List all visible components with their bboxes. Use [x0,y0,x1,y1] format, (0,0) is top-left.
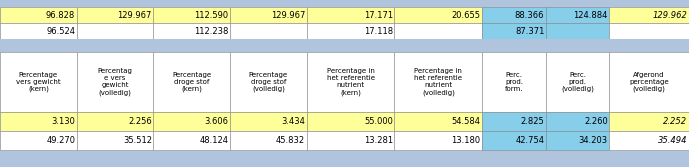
Bar [76,52,154,112]
Text: 112.238: 112.238 [194,27,229,36]
Bar [76,131,154,150]
Bar [546,112,609,131]
Bar [0,52,76,112]
Bar [154,131,230,150]
Text: 129.967: 129.967 [117,11,152,20]
Text: Percentage in
het referentie
nutrient
(kern): Percentage in het referentie nutrient (k… [327,68,375,96]
Text: Percentage
droge stof
(volledig): Percentage droge stof (volledig) [249,72,288,92]
Bar [609,23,689,39]
Bar [482,23,546,39]
Bar [546,52,609,112]
Bar [154,23,230,39]
Text: 124.884: 124.884 [573,11,608,20]
Text: 17.118: 17.118 [364,27,393,36]
Text: 112.590: 112.590 [194,11,229,20]
Text: 17.171: 17.171 [364,11,393,20]
Text: 35.512: 35.512 [123,136,152,145]
Bar [609,131,689,150]
Bar [76,112,154,131]
Text: 2.260: 2.260 [584,117,608,126]
Text: 96.828: 96.828 [46,11,75,20]
Bar [482,131,546,150]
Text: 87.371: 87.371 [515,27,544,36]
Text: 49.270: 49.270 [46,136,75,145]
Bar [154,7,230,23]
Text: Percentage
vers gewicht
(kern): Percentage vers gewicht (kern) [16,72,61,92]
Bar [230,52,307,112]
Bar [0,112,76,131]
Bar [307,23,394,39]
Text: 13.281: 13.281 [364,136,393,145]
Bar [307,131,394,150]
Bar [609,112,689,131]
Bar [394,52,482,112]
Bar [0,131,76,150]
Text: 3.606: 3.606 [205,117,229,126]
Text: 3.130: 3.130 [51,117,75,126]
Bar [394,112,482,131]
Text: 3.434: 3.434 [281,117,305,126]
Text: 45.832: 45.832 [276,136,305,145]
Bar [546,7,609,23]
Bar [307,7,394,23]
Bar [230,7,307,23]
Bar [394,23,482,39]
Text: 129.962: 129.962 [652,11,688,20]
Text: 13.180: 13.180 [451,136,481,145]
Text: Perc.
prod.
(volledig): Perc. prod. (volledig) [561,72,594,92]
Text: 35.494: 35.494 [658,136,688,145]
Text: 96.524: 96.524 [46,27,75,36]
Text: Afgerond
percentage
(volledig): Afgerond percentage (volledig) [629,72,669,92]
Bar [482,52,546,112]
Bar [482,112,546,131]
Bar [482,7,546,23]
Bar [76,23,154,39]
Text: 42.754: 42.754 [515,136,544,145]
Text: Perc.
prod.
form.: Perc. prod. form. [505,72,523,92]
Bar [546,23,609,39]
Text: 34.203: 34.203 [579,136,608,145]
Text: 129.967: 129.967 [271,11,305,20]
Text: 48.124: 48.124 [200,136,229,145]
Bar [394,131,482,150]
Bar [609,7,689,23]
Text: 54.584: 54.584 [452,117,481,126]
Bar [394,7,482,23]
Text: Percentag
e vers
gewicht
(volledig): Percentag e vers gewicht (volledig) [98,68,132,96]
Text: 2.252: 2.252 [664,117,688,126]
Bar [307,52,394,112]
Bar [609,52,689,112]
Bar [230,23,307,39]
Bar [546,131,609,150]
Text: 55.000: 55.000 [364,117,393,126]
Text: 2.256: 2.256 [128,117,152,126]
Bar [0,0,689,7]
Bar [76,7,154,23]
Bar [307,112,394,131]
Text: 2.825: 2.825 [520,117,544,126]
Bar [230,112,307,131]
Text: Percentage
droge stof
(kern): Percentage droge stof (kern) [172,72,212,92]
Text: 20.655: 20.655 [452,11,481,20]
Bar [230,131,307,150]
Bar [154,52,230,112]
Text: Percentage in
het referentie
nutrient
(volledig): Percentage in het referentie nutrient (v… [414,68,462,96]
Bar [0,39,689,52]
Text: 88.366: 88.366 [515,11,544,20]
Bar [0,23,76,39]
Bar [154,112,230,131]
Bar [0,7,76,23]
